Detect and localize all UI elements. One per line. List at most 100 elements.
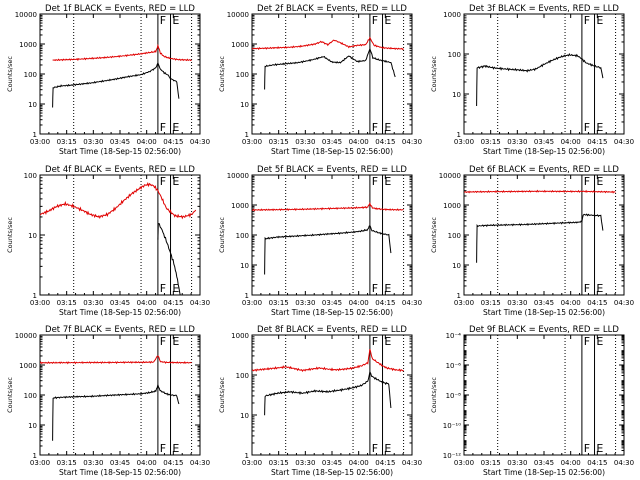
marker-f: F	[160, 175, 166, 188]
marker-e: E	[596, 442, 603, 455]
lld-series-line	[464, 189, 616, 194]
y-tick-label: 10⁻¹²	[443, 452, 461, 460]
x-tick-label: 04:30	[402, 138, 422, 146]
x-tick-label: 03:00	[30, 299, 50, 307]
x-tick-label: 04:30	[190, 299, 210, 307]
y-tick-label: 1000	[19, 41, 37, 49]
x-tick-label: 03:45	[322, 299, 342, 307]
marker-e: E	[596, 121, 603, 134]
y-axis-label: Counts/sec	[6, 377, 14, 413]
x-tick-label: 03:15	[269, 138, 289, 146]
x-axis-label: Start Time (18-Sep-15 02:56:00)	[271, 147, 393, 156]
marker-f: F	[160, 282, 166, 295]
x-tick-label: 03:30	[295, 459, 315, 467]
y-tick-label: 1000	[19, 362, 37, 370]
panel-det-8: Det 8f BLACK = Events, RED = LLD 03:00 03:…	[218, 325, 422, 477]
x-tick-label: 04:15	[163, 459, 183, 467]
x-tick-label: 04:00	[137, 299, 157, 307]
y-tick-label: 1	[33, 452, 37, 460]
marker-e: E	[384, 335, 391, 348]
marker-f: F	[584, 14, 590, 27]
y-tick-label: 10⁻⁸	[446, 392, 462, 400]
plot-frame	[39, 174, 201, 296]
y-tick-label: 1	[457, 292, 461, 300]
marker-e: E	[172, 14, 179, 27]
panel-title: Det 3f BLACK = Events, RED = LLD	[469, 4, 619, 14]
x-tick-label: 03:15	[481, 138, 501, 146]
y-tick-label: 100	[236, 71, 249, 79]
y-tick-label: 1	[245, 292, 249, 300]
y-tick-label: 10000	[227, 172, 249, 180]
marker-f: F	[372, 442, 378, 455]
x-tick-label: 04:15	[587, 138, 607, 146]
panel-title: Det 1f BLACK = Events, RED = LLD	[45, 4, 195, 14]
marker-e: E	[596, 14, 603, 27]
marker-e: E	[172, 442, 179, 455]
x-axis-label: Start Time (18-Sep-15 02:56:00)	[59, 468, 181, 477]
x-tick-label: 03:45	[322, 459, 342, 467]
marker-e: E	[384, 121, 391, 134]
plot-frame	[39, 13, 201, 135]
marker-e: E	[596, 282, 603, 295]
marker-f: F	[584, 282, 590, 295]
x-tick-label: 03:15	[57, 299, 77, 307]
y-tick-label: 1000	[231, 41, 249, 49]
x-tick-label: 03:15	[57, 459, 77, 467]
panel-det-6: Det 6f BLACK = Events, RED = LLD 03:00 03:…	[430, 165, 634, 317]
y-tick-label: 10	[452, 91, 461, 99]
panel-det-1: Det 1f BLACK = Events, RED = LLD 03:00 03:…	[6, 4, 210, 156]
marker-f: F	[160, 335, 166, 348]
panel-title: Det 8f BLACK = Events, RED = LLD	[257, 325, 407, 335]
x-tick-label: 03:45	[110, 138, 130, 146]
x-axis-label: Start Time (18-Sep-15 02:56:00)	[271, 308, 393, 317]
lld-series-line	[252, 348, 404, 373]
events-series-line	[264, 224, 392, 275]
events-series-line	[264, 47, 396, 90]
marker-f: F	[584, 175, 590, 188]
plot-frame	[463, 13, 625, 135]
x-tick-label: 03:15	[57, 138, 77, 146]
x-tick-label: 03:45	[322, 138, 342, 146]
x-axis-label: Start Time (18-Sep-15 02:56:00)	[483, 147, 605, 156]
plot-frame	[251, 13, 413, 135]
panel-det-2: Det 2f BLACK = Events, RED = LLD 03:00 03:…	[218, 4, 422, 156]
x-tick-label: 04:30	[402, 299, 422, 307]
y-tick-label: 1000	[231, 202, 249, 210]
y-tick-label: 100	[448, 232, 461, 240]
marker-e: E	[172, 121, 179, 134]
y-axis-label: Counts/sec	[218, 56, 226, 92]
x-tick-label: 03:00	[30, 138, 50, 146]
x-tick-label: 03:30	[295, 299, 315, 307]
marker-f: F	[372, 14, 378, 27]
y-axis-label: Counts/sec	[218, 377, 226, 413]
panel-title: Det 7f BLACK = Events, RED = LLD	[45, 325, 195, 335]
x-tick-label: 03:45	[534, 138, 554, 146]
y-tick-label: 10	[240, 101, 249, 109]
events-series-line	[476, 52, 604, 107]
x-tick-label: 04:15	[375, 138, 395, 146]
x-tick-label: 03:00	[242, 138, 262, 146]
x-tick-label: 04:30	[614, 299, 634, 307]
lld-series-line	[252, 36, 404, 51]
y-tick-label: 10000	[227, 11, 249, 19]
y-tick-label: 10000	[15, 11, 37, 19]
x-tick-label: 03:15	[269, 459, 289, 467]
marker-e: E	[384, 175, 391, 188]
panel-title: Det 4f BLACK = Events, RED = LLD	[45, 165, 195, 175]
x-tick-label: 03:30	[83, 138, 103, 146]
x-tick-label: 04:30	[190, 138, 210, 146]
y-tick-label: 10	[28, 422, 37, 430]
x-axis-label: Start Time (18-Sep-15 02:56:00)	[59, 147, 181, 156]
y-tick-label: 1	[33, 131, 37, 139]
x-tick-label: 03:45	[534, 299, 554, 307]
y-tick-label: 100	[236, 372, 249, 380]
x-tick-label: 04:00	[349, 459, 369, 467]
marker-f: F	[372, 282, 378, 295]
x-tick-label: 04:30	[402, 459, 422, 467]
marker-e: E	[596, 335, 603, 348]
x-tick-label: 04:30	[190, 459, 210, 467]
panel-det-7: Det 7f BLACK = Events, RED = LLD 03:00 03:…	[6, 325, 210, 477]
y-tick-label: 10000	[439, 172, 461, 180]
x-axis-label: Start Time (18-Sep-15 02:56:00)	[483, 468, 605, 477]
x-tick-label: 04:00	[561, 299, 581, 307]
